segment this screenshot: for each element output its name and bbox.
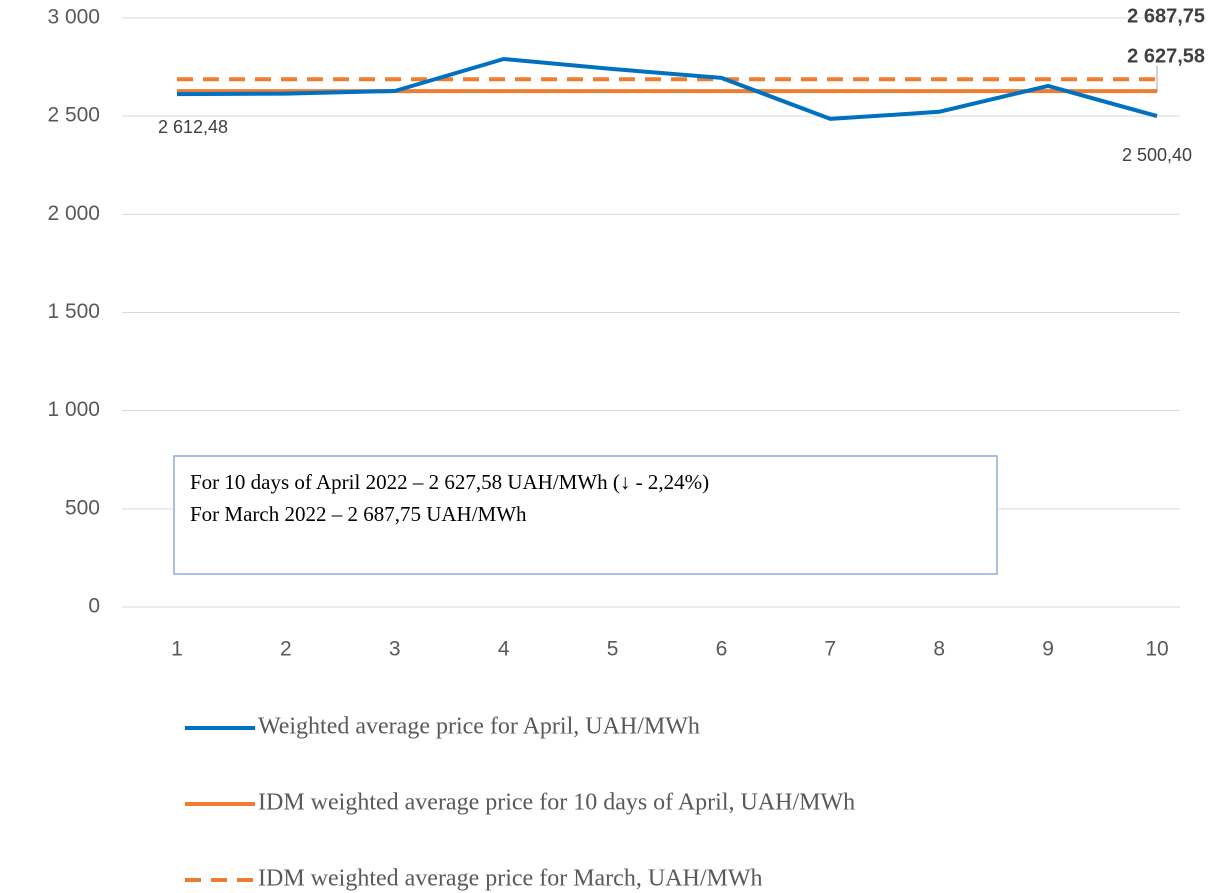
data-label: 2 627,58: [1127, 45, 1205, 67]
legend-label: IDM weighted average price for 10 days o…: [258, 790, 855, 816]
annotation: For 10 days of April 2022 – 2 627,58 UAH…: [190, 470, 709, 494]
y-tick-label: 1 000: [47, 398, 100, 421]
x-tick-label: 7: [824, 638, 836, 661]
series-line: [176, 57, 1158, 121]
x-tick-label: 9: [1042, 638, 1054, 661]
annotation-box: [173, 455, 998, 575]
data-label: 2 500,40: [1122, 145, 1192, 165]
y-tick-label: 0: [88, 595, 100, 618]
x-tick-label: 1: [171, 638, 183, 661]
x-tick-label: 2: [280, 638, 292, 661]
data-label: 2 687,75: [1127, 5, 1205, 27]
x-tick-label: 5: [607, 638, 619, 661]
data-label: 2 612,48: [158, 117, 228, 137]
x-tick-label: 10: [1145, 638, 1168, 661]
x-tick-label: 6: [716, 638, 728, 661]
legend-label: IDM weighted average price for March, UA…: [258, 866, 762, 892]
y-tick-label: 2 500: [47, 104, 100, 127]
x-tick-label: 4: [498, 638, 510, 661]
y-tick-label: 3 000: [47, 6, 100, 29]
x-tick-label: 3: [389, 638, 401, 661]
annotation: For March 2022 – 2 687,75 UAH/MWh: [190, 502, 527, 526]
y-tick-label: 500: [65, 496, 100, 519]
y-tick-label: 2 000: [47, 202, 100, 225]
y-tick-label: 1 500: [47, 300, 100, 323]
legend-label: Weighted average price for April, UAH/MW…: [258, 714, 700, 740]
x-tick-label: 8: [933, 638, 945, 661]
